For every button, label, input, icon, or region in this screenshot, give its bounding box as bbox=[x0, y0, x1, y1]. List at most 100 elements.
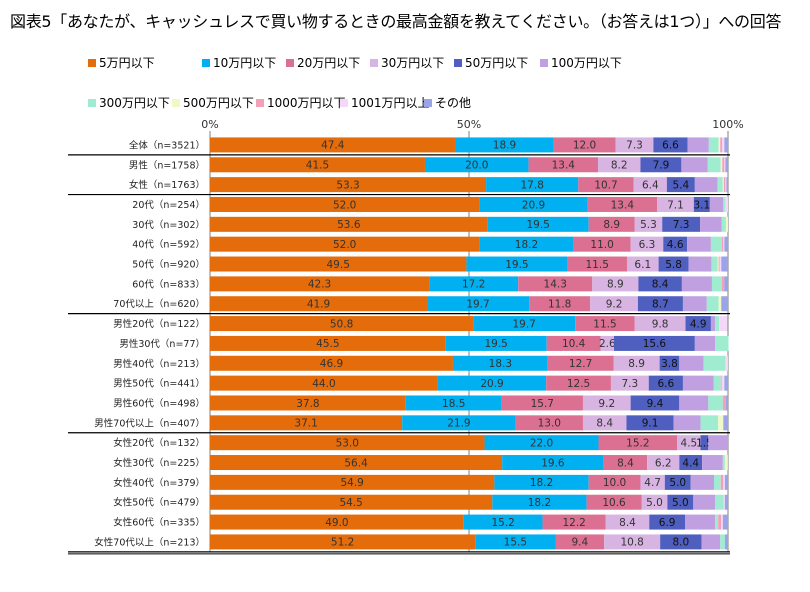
category-label: 40代（n=592） bbox=[132, 239, 205, 251]
data-label: 5.0 bbox=[669, 477, 686, 489]
bar-segment bbox=[518, 276, 593, 292]
bar-segment bbox=[582, 395, 631, 411]
bar-segment bbox=[726, 455, 728, 471]
bar-segment bbox=[210, 355, 453, 371]
bar-segment bbox=[210, 177, 487, 193]
bar-segment bbox=[722, 395, 726, 411]
bar-segment bbox=[693, 196, 710, 212]
bar-segment bbox=[553, 137, 616, 153]
bar-segment bbox=[710, 316, 716, 332]
bar-segment bbox=[604, 534, 661, 550]
bar-segment bbox=[718, 514, 722, 530]
bar-segment bbox=[494, 474, 589, 490]
data-label: 3.1 bbox=[693, 199, 710, 211]
data-label: 54.9 bbox=[340, 477, 363, 489]
bar-segment bbox=[452, 355, 548, 371]
bar-segment bbox=[210, 395, 406, 411]
bar-segment bbox=[630, 236, 664, 252]
bar-segment bbox=[720, 157, 723, 173]
bar-segment bbox=[630, 395, 680, 411]
data-label: 15.6 bbox=[643, 338, 667, 350]
bar-segment bbox=[634, 316, 686, 332]
legend-label: 300万円以下 bbox=[99, 96, 170, 110]
bar-segment bbox=[685, 316, 711, 332]
legend: 5万円以下 10万円以下 20万円以下 30万円以下 50万円以下 100万円以下 300万… bbox=[88, 54, 768, 114]
bar-segment bbox=[715, 494, 724, 510]
bar-segment bbox=[575, 316, 635, 332]
data-label: 11.8 bbox=[548, 299, 571, 311]
data-label: 41.5 bbox=[306, 160, 329, 172]
bar-segment bbox=[681, 157, 708, 173]
bar-segment bbox=[666, 177, 695, 193]
data-label: 12.2 bbox=[562, 517, 585, 529]
data-label: 44.0 bbox=[312, 378, 335, 390]
data-label: 6.3 bbox=[639, 239, 656, 251]
bar-segment bbox=[598, 435, 678, 451]
data-label: 3.8 bbox=[661, 358, 678, 370]
legend-item: 5万円以下 bbox=[88, 54, 155, 71]
legend-swatch bbox=[540, 58, 548, 67]
data-label: 4.5 bbox=[681, 437, 698, 449]
data-label: 20.9 bbox=[522, 199, 545, 211]
category-label: 男性（n=1758） bbox=[129, 159, 205, 171]
category-label: 男性20代（n=122） bbox=[113, 318, 205, 330]
bar-segment bbox=[719, 316, 728, 332]
bar-segment bbox=[725, 355, 728, 371]
bar-segment bbox=[586, 494, 642, 510]
bar-segment bbox=[721, 276, 725, 292]
bar-segment bbox=[719, 256, 722, 272]
data-label: 17.2 bbox=[462, 279, 485, 291]
bar-segment bbox=[659, 355, 680, 371]
category-label: 70代以上（n=620） bbox=[113, 298, 205, 310]
legend-item: 100万円以下 bbox=[540, 54, 622, 71]
data-label: 7.3 bbox=[621, 378, 638, 390]
data-label: 10.8 bbox=[620, 537, 643, 549]
legend-item: 500万円以下 bbox=[172, 94, 254, 111]
bar-segment bbox=[724, 474, 728, 490]
bar-segment bbox=[721, 236, 724, 252]
data-label: 5.8 bbox=[665, 259, 682, 271]
legend-label: 20万円以下 bbox=[297, 56, 361, 70]
bar-segment bbox=[587, 196, 658, 212]
bar-segment bbox=[667, 494, 694, 510]
bar-segment bbox=[424, 157, 529, 173]
data-label: 10.0 bbox=[603, 477, 626, 489]
bar-segment bbox=[660, 534, 702, 550]
legend-swatch bbox=[454, 58, 462, 67]
bar-segment bbox=[722, 157, 725, 173]
data-label: 11.5 bbox=[586, 259, 609, 271]
bar-segment bbox=[600, 335, 615, 351]
data-label: 6.4 bbox=[642, 179, 659, 191]
legend-swatch bbox=[88, 58, 96, 67]
legend-label: 10万円以下 bbox=[213, 56, 277, 70]
category-label: 50代（n=920） bbox=[132, 259, 205, 271]
data-label: 19.7 bbox=[466, 299, 489, 311]
data-label: 19.5 bbox=[505, 259, 528, 271]
bar-segment bbox=[542, 514, 606, 530]
bar-segment bbox=[649, 514, 686, 530]
data-label: 13.4 bbox=[552, 160, 576, 172]
bar-segment bbox=[479, 236, 574, 252]
bar-segment bbox=[455, 137, 554, 153]
bar-segment bbox=[722, 137, 725, 153]
bar-segment bbox=[717, 177, 723, 193]
category-label: 女性（n=1763） bbox=[129, 179, 205, 191]
category-label: 女性40代（n=379） bbox=[113, 477, 205, 489]
bar-segment bbox=[694, 335, 716, 351]
data-label: 18.2 bbox=[530, 477, 553, 489]
bar-segment bbox=[714, 474, 721, 490]
category-label: 男性30代（n=77） bbox=[119, 338, 205, 350]
data-label: 5.0 bbox=[672, 497, 689, 509]
bar-segment bbox=[466, 256, 568, 272]
data-label: 5.3 bbox=[640, 219, 657, 231]
data-label: 19.5 bbox=[484, 338, 507, 350]
data-label: 8.4 bbox=[617, 457, 634, 469]
bar-segment bbox=[718, 296, 722, 312]
bar-segment bbox=[634, 216, 663, 232]
category-label: 男性60代（n=498） bbox=[113, 397, 205, 409]
bar-segment bbox=[725, 196, 728, 212]
bar-segment bbox=[715, 335, 729, 351]
data-label: 8.4 bbox=[652, 279, 669, 291]
data-label: 8.4 bbox=[596, 418, 613, 430]
